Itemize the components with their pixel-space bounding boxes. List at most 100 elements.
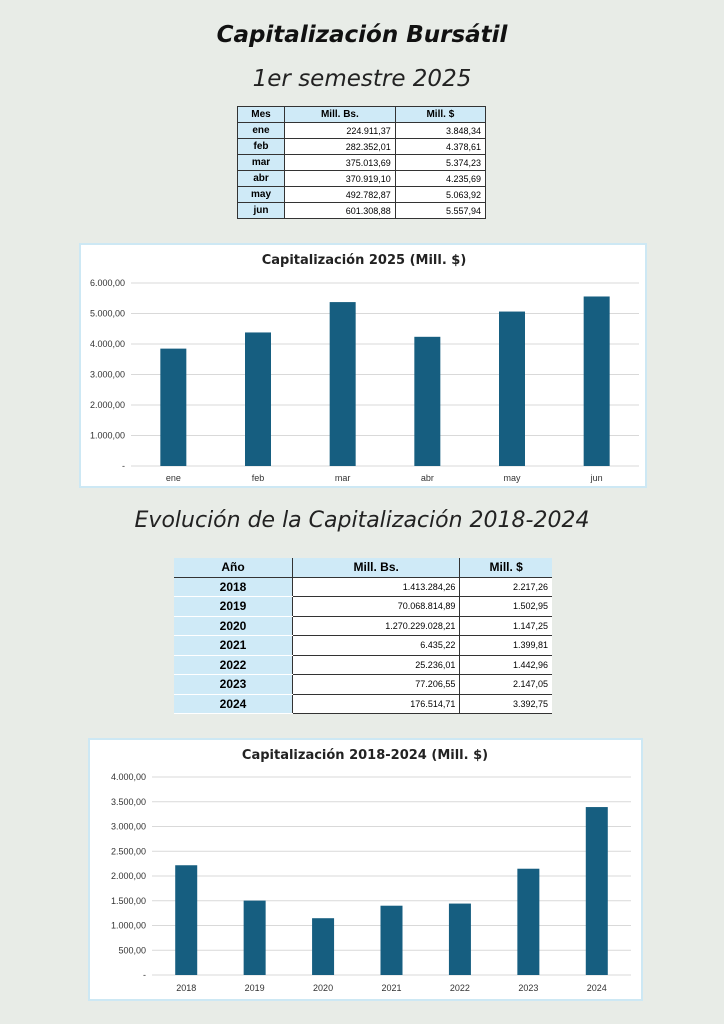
bar-2020	[312, 918, 335, 975]
table-row: 2018 1.413.284,26 2.217,26	[174, 577, 552, 597]
year-cell: 2022	[174, 655, 293, 675]
chart-evolution-svg: Capitalización 2018-2024 (Mill. $) - 500,0…	[111, 748, 631, 993]
usd-cell: 3.392,75	[459, 694, 552, 714]
x-tick-label: 2022	[450, 983, 470, 993]
bs-cell: 77.206,55	[292, 674, 461, 695]
bar-2018	[175, 865, 198, 975]
usd-cell: 4.378,61	[394, 138, 487, 155]
y-tick-label: -	[122, 461, 125, 471]
y-tick-label: 3.000,00	[90, 370, 125, 380]
bar-2019	[243, 900, 266, 975]
year-cell: 2021	[174, 635, 293, 656]
bs-cell: 375.013,69	[284, 154, 396, 171]
usd-cell: 2.147,05	[459, 674, 552, 695]
month-cell: ene	[237, 122, 285, 139]
chart-evolution: Capitalización 2018-2024 (Mill. $) - 500,0…	[88, 738, 643, 1001]
x-tick-label: 2019	[245, 983, 265, 993]
bs-cell: 492.782,87	[284, 186, 396, 203]
y-tick-label: 5.000,00	[90, 309, 125, 319]
page-subtitle: 1er semestre 2025	[252, 66, 472, 92]
x-tick-label: 2023	[518, 983, 538, 993]
table-row: mar 375.013,69 5.374,23	[237, 154, 487, 171]
bs-cell: 370.919,10	[284, 170, 396, 187]
page-title: Capitalización Bursátil	[216, 22, 508, 48]
y-tick-label: 1.000,00	[111, 921, 146, 931]
table-header: Mill. Bs.	[292, 558, 461, 578]
usd-cell: 5.374,23	[394, 154, 487, 171]
y-tick-label: 4.000,00	[90, 339, 125, 349]
bs-cell: 601.308,88	[284, 202, 396, 219]
month-cell: jun	[237, 202, 285, 219]
y-tick-label: 1.000,00	[90, 431, 125, 441]
table-header: Año	[174, 558, 293, 578]
usd-cell: 3.848,34	[394, 122, 487, 139]
x-tick-label: 2018	[176, 983, 196, 993]
usd-cell: 1.442,96	[459, 655, 552, 675]
year-cell: 2019	[174, 596, 293, 617]
bs-cell: 224.911,37	[284, 122, 396, 139]
table-header: Mill. $	[394, 106, 487, 123]
bar-2024	[585, 807, 608, 975]
month-cell: may	[237, 186, 285, 203]
y-tick-label: 1.500,00	[111, 896, 146, 906]
usd-cell: 5.063,92	[394, 186, 487, 203]
table-row: 2023 77.206,55 2.147,05	[174, 674, 552, 695]
x-tick-label: ene	[166, 473, 181, 483]
y-tick-label: -	[143, 970, 146, 980]
table-row: 2019 70.068.814,89 1.502,95	[174, 596, 552, 617]
y-tick-label: 3.500,00	[111, 797, 146, 807]
year-cell: 2020	[174, 616, 293, 636]
month-cell: feb	[237, 138, 285, 155]
year-cell: 2023	[174, 674, 293, 695]
usd-cell: 5.557,94	[394, 202, 487, 219]
bs-cell: 70.068.814,89	[292, 596, 461, 617]
table-row: may 492.782,87 5.063,92	[237, 186, 487, 203]
bar-jun	[583, 296, 610, 466]
chart-2025: Capitalización 2025 (Mill. $) - 1.000,00 2.…	[79, 243, 647, 488]
table-row: jun 601.308,88 5.557,94	[237, 202, 487, 219]
x-tick-label: abr	[421, 473, 434, 483]
chart-title: Capitalización 2025 (Mill. $)	[262, 253, 467, 268]
table-header: Mill. $	[459, 558, 552, 578]
x-tick-label: may	[503, 473, 521, 483]
bar-ene	[160, 348, 187, 466]
bar-feb	[245, 332, 271, 466]
table-evolution: Año Mill. Bs. Mill. $ 2018 1.413.284,26 …	[174, 558, 552, 714]
table-row: 2021 6.435,22 1.399,81	[174, 635, 552, 656]
bar-2021	[380, 905, 403, 975]
bar-may	[499, 311, 525, 466]
y-tick-label: 2.000,00	[90, 400, 125, 410]
table-2025: Mes Mill. Bs. Mill. $ ene 224.911,37 3.8…	[237, 106, 487, 219]
y-tick-label: 3.000,00	[111, 822, 146, 832]
year-cell: 2024	[174, 694, 293, 714]
chart-title: Capitalización 2018-2024 (Mill. $)	[242, 748, 488, 763]
bs-cell: 25.236,01	[292, 655, 461, 675]
table-header: Mill. Bs.	[284, 106, 396, 123]
x-tick-label: mar	[335, 473, 351, 483]
usd-cell: 1.399,81	[459, 635, 552, 656]
evolution-title: Evolución de la Capitalización 2018-2024	[134, 508, 590, 533]
table-row: 2022 25.236,01 1.442,96	[174, 655, 552, 675]
usd-cell: 1.502,95	[459, 596, 552, 617]
x-tick-label: 2021	[381, 983, 401, 993]
bs-cell: 1.270.229.028,21	[292, 616, 461, 636]
table-row: 2020 1.270.229.028,21 1.147,25	[174, 616, 552, 636]
bs-cell: 1.413.284,26	[292, 577, 461, 597]
x-tick-label: 2020	[313, 983, 333, 993]
usd-cell: 2.217,26	[459, 577, 552, 597]
bs-cell: 176.514,71	[292, 694, 461, 714]
x-tick-label: 2024	[587, 983, 607, 993]
y-tick-label: 2.500,00	[111, 846, 146, 856]
usd-cell: 1.147,25	[459, 616, 552, 636]
bar-abr	[414, 336, 441, 466]
bar-2022	[448, 903, 471, 975]
table-row: ene 224.911,37 3.848,34	[237, 122, 487, 139]
bar-mar	[329, 302, 356, 466]
bs-cell: 6.435,22	[292, 635, 461, 656]
bar-2023	[517, 868, 540, 975]
y-tick-label: 2.000,00	[111, 871, 146, 881]
table-header: Mes	[237, 106, 285, 123]
y-tick-label: 4.000,00	[111, 772, 146, 782]
x-tick-label: jun	[590, 473, 603, 483]
month-cell: mar	[237, 154, 285, 171]
